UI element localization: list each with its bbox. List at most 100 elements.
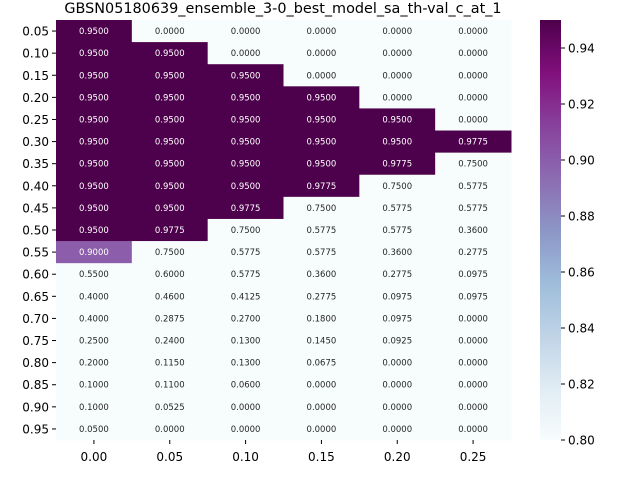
heatmap-cell [56, 241, 133, 264]
heatmap-cell [435, 285, 512, 308]
heatmap-cell [359, 108, 436, 132]
cell-value-label: 0.9500 [231, 182, 261, 192]
cell-value-label: 0.9500 [79, 49, 109, 59]
heatmap-cell [435, 86, 512, 109]
heatmap-cell [131, 196, 209, 220]
heatmap-cell [435, 395, 512, 419]
heatmap-cell [131, 373, 209, 397]
cell-value-label: 0.2875 [155, 314, 185, 324]
heatmap-cell [283, 417, 360, 441]
cell-value-label: 0.9500 [231, 115, 261, 125]
cell-value-label: 0.0000 [458, 381, 488, 391]
cell-value-label: 0.2775 [382, 270, 412, 280]
cell-value-label: 0.9500 [155, 49, 185, 59]
colorbar-tick-label: 0.94 [568, 42, 595, 56]
cell-value-label: 0.0000 [307, 49, 337, 59]
cell-value-label: 0.5775 [307, 226, 337, 236]
cell-value-label: 0.0000 [382, 381, 412, 391]
heatmap-cell [283, 152, 360, 176]
cell-value-label: 0.3600 [382, 248, 412, 258]
heatmap-cell [207, 108, 284, 132]
heatmap-cell [435, 108, 512, 132]
colorbar-tick-label: 0.82 [568, 378, 595, 392]
cell-value-label: 0.2775 [458, 248, 488, 258]
heatmap-cell [359, 130, 436, 154]
cell-value-label: 0.0000 [458, 337, 488, 347]
cell-value-label: 0.9500 [79, 204, 109, 214]
heatmap-cell [359, 20, 436, 43]
cell-value-label: 0.7500 [231, 226, 261, 236]
heatmap-cell [131, 351, 209, 375]
cell-value-label: 0.0000 [307, 71, 337, 81]
cell-value-label: 0.9500 [155, 71, 185, 81]
y-tick-label: 0.45 [22, 201, 49, 215]
heatmap-cell [131, 108, 209, 132]
heatmap-cell [56, 20, 133, 43]
heatmap-cell [56, 417, 133, 441]
heatmap-cell [207, 307, 284, 330]
heatmap-cell [56, 130, 133, 154]
x-tick-label: 0.15 [308, 450, 335, 464]
heatmap-cell [283, 351, 360, 375]
heatmap-cell [435, 152, 512, 176]
cell-value-label: 0.9500 [231, 160, 261, 170]
cell-value-label: 0.4600 [155, 292, 185, 302]
cell-value-label: 0.1150 [155, 359, 185, 369]
heatmap-cell [359, 64, 436, 87]
heatmap-cell [359, 241, 436, 264]
cell-value-label: 0.1100 [155, 381, 185, 391]
heatmap-cell [283, 241, 360, 264]
heatmap-cell [283, 373, 360, 397]
heatmap-cell [207, 196, 284, 220]
cell-value-label: 0.0000 [382, 71, 412, 81]
cell-value-label: 0.0525 [155, 403, 185, 413]
cell-value-label: 0.0000 [458, 403, 488, 413]
heatmap-cell [56, 152, 133, 176]
heatmap-cell [207, 86, 284, 109]
heatmap-cell [56, 218, 133, 242]
heatmap-cell [283, 130, 360, 154]
y-tick-label: 0.50 [22, 224, 49, 238]
heatmap-cell [131, 263, 209, 286]
heatmap-cell [359, 373, 436, 397]
heatmap-cell [131, 241, 209, 264]
colorbar [540, 20, 561, 440]
cell-value-label: 0.9500 [155, 204, 185, 214]
cell-value-label: 0.9500 [382, 115, 412, 125]
cell-value-label: 0.1800 [307, 314, 337, 324]
cell-value-label: 0.0975 [458, 292, 488, 302]
heatmap-cell [435, 130, 512, 154]
cell-value-label: 0.9500 [155, 182, 185, 192]
heatmap-cell [131, 218, 209, 242]
cell-value-label: 0.0675 [307, 359, 337, 369]
heatmap-cell [131, 285, 209, 308]
heatmap-cell [207, 130, 284, 154]
cell-value-label: 0.5775 [231, 270, 261, 280]
cell-value-label: 0.1300 [231, 359, 261, 369]
cell-value-label: 0.9775 [231, 204, 261, 214]
cell-value-label: 0.0600 [231, 381, 261, 391]
y-tick-label: 0.15 [22, 69, 49, 83]
heatmap-cell [131, 64, 209, 87]
heatmap-cell [56, 42, 133, 65]
heatmap-cell [359, 196, 436, 220]
cell-value-label: 0.5775 [458, 204, 488, 214]
cell-value-label: 0.9500 [79, 182, 109, 192]
cell-value-label: 0.0000 [231, 403, 261, 413]
heatmap-cell [435, 351, 512, 375]
heatmap-cell [131, 42, 209, 65]
cell-value-label: 0.0000 [458, 314, 488, 324]
heatmap-cell [131, 174, 209, 198]
heatmap-cell [359, 351, 436, 375]
cell-value-label: 0.3600 [307, 270, 337, 280]
cell-value-label: 0.9775 [382, 160, 412, 170]
x-tick-label: 0.25 [460, 450, 487, 464]
cell-value-label: 0.9500 [382, 138, 412, 148]
x-tick-label: 0.00 [81, 450, 108, 464]
heatmap-cell [56, 174, 133, 198]
heatmap-cell [283, 20, 360, 43]
cell-value-label: 0.9500 [79, 27, 109, 37]
cell-value-label: 0.9500 [79, 226, 109, 236]
cell-value-label: 0.0000 [458, 49, 488, 59]
cell-value-label: 0.9775 [458, 138, 488, 148]
